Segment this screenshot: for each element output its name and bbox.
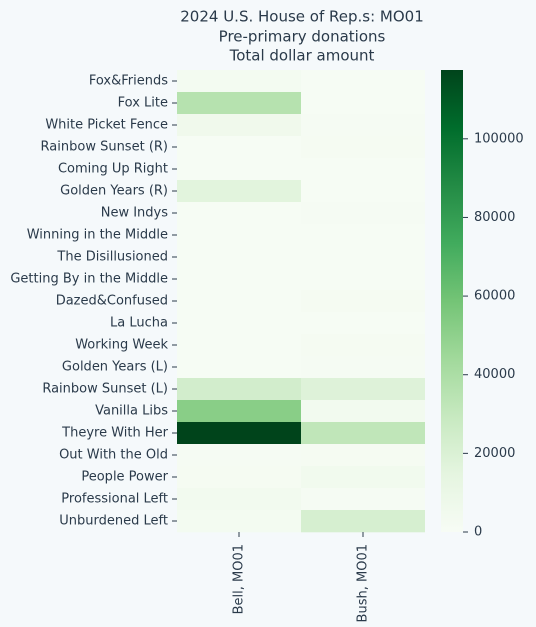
heatmap-cell	[177, 444, 301, 467]
y-tick-label: Fox&Friends	[89, 74, 168, 89]
colorbar-tick-label: 60000	[474, 289, 515, 304]
y-tick-label: The Disillusioned	[56, 250, 168, 265]
heatmap-cell	[301, 114, 425, 137]
heatmap-cell	[177, 334, 301, 357]
heatmap-cell	[177, 246, 301, 269]
heatmap-cell	[301, 70, 425, 93]
heatmap-cell	[301, 444, 425, 467]
y-tick-label: New Indys	[101, 206, 169, 221]
heatmap-cell	[177, 510, 301, 533]
heatmap-cell	[301, 246, 425, 269]
heatmap-cell	[177, 312, 301, 335]
x-tick-label: Bush, MO01	[356, 544, 371, 622]
colorbar-tick-label: 100000	[474, 131, 524, 146]
y-tick-label: Golden Years (R)	[60, 184, 168, 199]
heatmap-cell	[177, 202, 301, 225]
y-tick-label: La Lucha	[110, 316, 168, 331]
y-tick-label: Rainbow Sunset (R)	[41, 140, 168, 155]
heatmap-cell	[177, 290, 301, 313]
y-tick-label: People Power	[81, 470, 168, 485]
y-tick-label: Winning in the Middle	[27, 228, 168, 243]
colorbar	[441, 70, 463, 532]
heatmap-cell	[301, 422, 425, 445]
heatmap-cell	[177, 356, 301, 379]
heatmap-cell	[177, 92, 301, 115]
colorbar-tick-label: 40000	[474, 367, 515, 382]
heatmap-cell	[301, 378, 425, 401]
y-tick-label: Coming Up Right	[58, 162, 168, 177]
heatmap-cell	[301, 400, 425, 423]
heatmap-cell	[301, 180, 425, 203]
y-tick-label: Working Week	[75, 338, 168, 353]
heatmap-cell	[301, 202, 425, 225]
heatmap-cell	[177, 224, 301, 247]
y-tick-label: Professional Left	[61, 492, 168, 507]
y-tick-label: Out With the Old	[59, 448, 168, 463]
heatmap-cell	[301, 356, 425, 379]
y-tick-label: Theyre With Her	[61, 426, 168, 441]
heatmap-cell	[301, 224, 425, 247]
heatmap-cell	[177, 422, 301, 445]
heatmap-cell	[301, 268, 425, 291]
heatmap-cell	[301, 136, 425, 159]
y-tick-label: Getting By in the Middle	[10, 272, 168, 287]
y-tick-label: Rainbow Sunset (L)	[42, 382, 168, 397]
heatmap-cell	[177, 114, 301, 137]
chart-title: Pre-primary donations	[219, 28, 386, 46]
chart-title: Total dollar amount	[229, 47, 375, 65]
heatmap-cell	[301, 312, 425, 335]
y-tick-label: Vanilla Libs	[95, 404, 168, 419]
colorbar-tick-label: 20000	[474, 446, 515, 461]
heatmap-cell	[301, 334, 425, 357]
heatmap-cell	[301, 510, 425, 533]
y-tick-label: Dazed&Confused	[56, 294, 168, 309]
heatmap-cell	[177, 466, 301, 489]
heatmap-cell	[177, 180, 301, 203]
x-tick-label: Bell, MO01	[232, 544, 247, 614]
heatmap-cell	[301, 488, 425, 511]
heatmap-cell	[177, 378, 301, 401]
y-tick-label: Unburdened Left	[59, 514, 168, 529]
heatmap-cell	[177, 70, 301, 93]
colorbar-tick-label: 80000	[474, 210, 515, 225]
y-tick-label: White Picket Fence	[45, 118, 168, 133]
heatmap-cell	[301, 92, 425, 115]
heatmap-cell	[177, 400, 301, 423]
heatmap-cell	[301, 290, 425, 313]
heatmap-cell	[301, 466, 425, 489]
heatmap-cell	[177, 136, 301, 159]
y-tick-label: Golden Years (L)	[62, 360, 168, 375]
y-tick-label: Fox Lite	[118, 96, 168, 111]
heatmap-cell	[177, 158, 301, 181]
heatmap-cell	[177, 268, 301, 291]
heatmap-cell	[301, 158, 425, 181]
chart-title: 2024 U.S. House of Rep.s: MO01	[180, 8, 424, 26]
heatmap-cell	[177, 488, 301, 511]
colorbar-tick-label: 0	[474, 525, 482, 540]
